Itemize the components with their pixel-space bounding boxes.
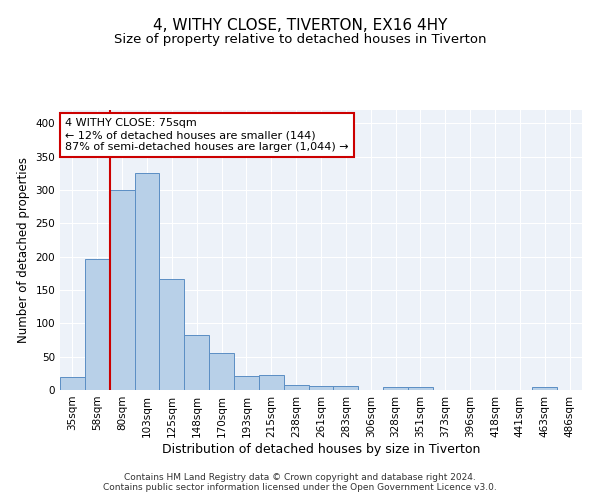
Text: 4 WITHY CLOSE: 75sqm
← 12% of detached houses are smaller (144)
87% of semi-deta: 4 WITHY CLOSE: 75sqm ← 12% of detached h… bbox=[65, 118, 349, 152]
Bar bbox=[110, 190, 134, 390]
Bar bbox=[160, 278, 184, 390]
Bar bbox=[209, 352, 234, 390]
Text: Size of property relative to detached houses in Tiverton: Size of property relative to detached ho… bbox=[114, 32, 486, 46]
Bar bbox=[532, 388, 557, 390]
Bar bbox=[408, 386, 433, 390]
Bar bbox=[85, 258, 110, 390]
Bar bbox=[334, 386, 358, 390]
Bar bbox=[184, 336, 209, 390]
Bar bbox=[284, 386, 308, 390]
Bar bbox=[234, 376, 259, 390]
Bar bbox=[259, 376, 284, 390]
Bar bbox=[308, 386, 334, 390]
Bar bbox=[383, 386, 408, 390]
Y-axis label: Number of detached properties: Number of detached properties bbox=[17, 157, 30, 343]
Text: 4, WITHY CLOSE, TIVERTON, EX16 4HY: 4, WITHY CLOSE, TIVERTON, EX16 4HY bbox=[153, 18, 447, 32]
Bar bbox=[60, 376, 85, 390]
Text: Contains HM Land Registry data © Crown copyright and database right 2024.
Contai: Contains HM Land Registry data © Crown c… bbox=[103, 473, 497, 492]
X-axis label: Distribution of detached houses by size in Tiverton: Distribution of detached houses by size … bbox=[162, 442, 480, 456]
Bar bbox=[134, 174, 160, 390]
